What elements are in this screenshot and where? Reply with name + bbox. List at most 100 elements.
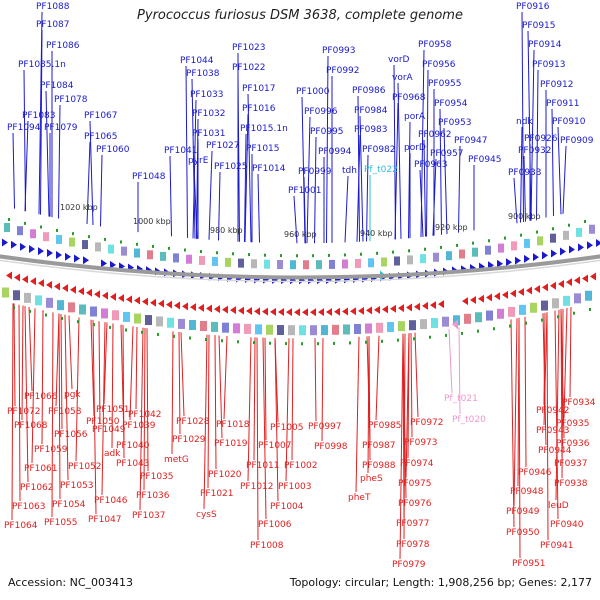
gene-label[interactable]: PF1049 [92,425,126,435]
gene-label[interactable]: PF1002 [284,461,318,471]
gene-label[interactable]: PF1017 [242,84,276,94]
gene-label[interactable]: PF1046 [94,496,128,506]
gene-label[interactable]: PF1066 [24,392,58,402]
gene-label[interactable]: porA [404,112,426,122]
gene-label[interactable]: PF0962 [418,130,452,140]
gene-label[interactable]: PF1042 [128,410,162,420]
gene-label[interactable]: PF0953 [438,118,472,128]
gene-label[interactable]: PF0914 [528,40,562,50]
gene-label[interactable]: PF1027 [206,141,240,151]
gene-label[interactable]: PF0944 [538,446,572,456]
gene-label[interactable]: PF1004 [270,502,304,512]
gene-label[interactable]: PF0940 [550,520,584,530]
gene-label[interactable]: PF1084 [40,81,74,91]
gene-label[interactable]: vorD [388,55,410,65]
gene-label[interactable]: PF1051 [96,405,130,415]
gene-label[interactable]: PF0997 [308,422,342,432]
gene-label[interactable]: PF0936 [556,439,590,449]
gene-label[interactable]: PF0935 [556,419,590,429]
gene-label[interactable]: PF0999 [298,167,332,177]
gene-label[interactable]: PF0949 [506,507,540,517]
gene-label[interactable]: PF1038 [186,69,220,79]
gene-label[interactable]: PF1001 [288,186,322,196]
gene-label[interactable]: ndk [516,117,533,127]
gene-label[interactable]: pgk [64,390,81,400]
gene-label[interactable]: PF1015 [246,144,280,154]
gene-label[interactable]: PF1023 [232,43,266,53]
gene-label[interactable]: PF1068 [14,421,48,431]
gene-label[interactable]: PF1031 [192,129,226,139]
gene-label[interactable]: PF1033 [190,90,224,100]
gene-label[interactable]: PF0942 [536,406,570,416]
gene-label[interactable]: PF1012 [240,482,274,492]
gene-label[interactable]: PF1011 [246,461,280,471]
gene-label[interactable]: PF1088 [36,2,70,12]
gene-label[interactable]: PF1000 [296,87,330,97]
gene-label[interactable]: PF0963 [414,160,448,170]
gene-label[interactable]: PF1035 [140,472,174,482]
gene-label[interactable]: PF0950 [506,528,540,538]
gene-label[interactable]: PF1061 [24,464,58,474]
gene-label[interactable]: PF1039 [122,421,156,431]
gene-label[interactable]: PF0995 [310,127,344,137]
gene-label[interactable]: PF1008 [250,541,284,551]
gene-label[interactable]: PF0998 [314,442,348,452]
gene-label[interactable]: PF0916 [516,2,550,12]
gene-label[interactable]: PF1060 [96,145,130,155]
gene-label[interactable]: PF1053 [60,481,94,491]
gene-label[interactable]: PF0972 [410,418,444,428]
gene-label[interactable]: PF1036 [136,491,170,501]
gene-label[interactable]: PF1064 [4,521,38,531]
gene-label[interactable]: adk [104,449,121,459]
gene-label[interactable]: PF0943 [536,426,570,436]
gene-label[interactable]: PF0996 [304,107,338,117]
gene-label[interactable]: PF0956 [422,60,456,70]
gene-label[interactable]: PF1087 [36,20,70,30]
gene-label[interactable]: PF0992 [326,66,360,76]
gene-label[interactable]: PF0976 [398,499,432,509]
gene-label[interactable]: PF1018 [216,420,250,430]
gene-label[interactable]: PF1059 [34,445,68,455]
gene-label[interactable]: PF1067 [84,111,118,121]
gene-label[interactable]: PF0968 [392,93,426,103]
gene-label[interactable]: PF0958 [418,40,452,50]
gene-label[interactable]: PF0957 [430,149,464,159]
gene-label[interactable]: porD [404,143,426,153]
gene-label[interactable]: PF1094 [7,123,41,133]
gene-label[interactable]: leuD [548,501,569,511]
gene-label[interactable]: PF0983 [354,125,388,135]
gene-label[interactable]: PF0994 [318,147,352,157]
gene-label[interactable]: PF1007 [258,441,292,451]
gene-label[interactable]: PF1055 [44,518,78,528]
gene-label[interactable]: PF0909 [560,136,594,146]
gene-label[interactable]: PF1063 [12,502,46,512]
gene-label[interactable]: PF1020 [208,470,242,480]
gene-label[interactable]: metG [164,455,189,465]
gene-label[interactable]: PF1015.1n [240,124,288,134]
gene-label[interactable]: PF1043 [116,459,150,469]
gene-label[interactable]: PF0912 [540,80,574,90]
gene-label[interactable]: PF1062 [20,483,54,493]
gene-label[interactable]: PF0987 [362,441,396,451]
gene-label[interactable]: PF0982 [362,145,396,155]
gene-label[interactable]: PF1056 [54,430,88,440]
gene-label[interactable]: PF1052 [68,462,102,472]
gene-label[interactable]: PF0954 [434,99,468,109]
gene-label[interactable]: PF0978 [396,540,430,550]
gene-label[interactable]: tdh [342,166,357,176]
gene-label[interactable]: PF0937 [554,459,588,469]
gene-label[interactable]: PF0948 [510,487,544,497]
gene-label[interactable]: PF1032 [192,109,226,119]
gene-label[interactable]: PF0946 [518,468,552,478]
gene-label[interactable]: Pf_t022 [364,165,398,175]
gene-label[interactable]: PF1072 [7,407,41,417]
gene-label[interactable]: PF1005 [270,423,304,433]
gene-label[interactable]: Pf_t021 [444,394,478,404]
gene-label[interactable]: PF1006 [258,520,292,530]
gene-label[interactable]: PF0984 [354,106,388,116]
gene-label[interactable]: PF0973 [404,438,438,448]
gene-label[interactable]: PF1054 [52,500,86,510]
gene-label[interactable]: PF1085.1n [18,60,66,70]
gene-label[interactable]: PF0947 [454,136,488,146]
gene-label[interactable]: PF0977 [396,519,430,529]
